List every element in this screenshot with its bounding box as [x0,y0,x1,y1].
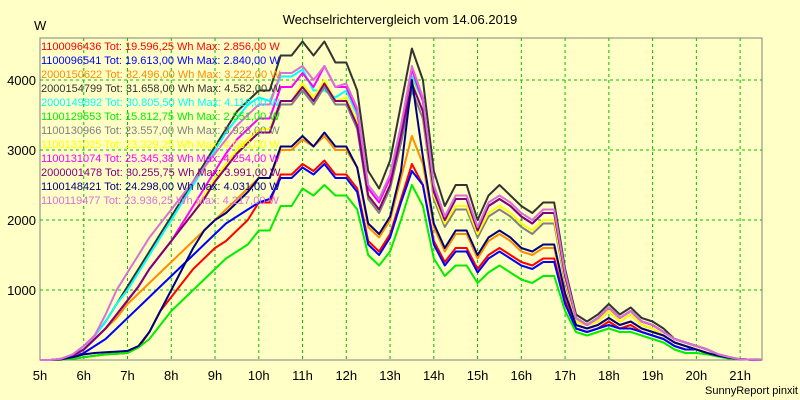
x-tick-label: 6h [77,368,91,383]
footer-credit: SunnyReport pinxit [705,385,798,397]
legend-entry-6: 1100129553 Tot: 15.812,75 Wh Max: 2.551,… [41,111,280,123]
y-tick-label: 2000 [7,213,36,228]
legend: 1100096436 Tot: 19.596,25 Wh Max: 2.856,… [41,41,281,207]
legend-entry-4: 2000154799 Tot: 31.658,00 Wh Max: 4.582,… [41,83,281,95]
series-line-6 [40,184,763,361]
x-tick-label: 21h [729,368,751,383]
series-line-2 [40,163,763,361]
legend-entry-2: 1100096541 Tot: 19.613,00 Wh Max: 2.840,… [41,55,280,67]
series-line-4 [40,40,763,361]
legend-entry-3: 2000150622 Tot: 32.496,00 Wh Max: 3.222,… [41,69,281,81]
chart-title: Wechselrichtervergleich vom 14.06.2019 [283,12,518,27]
legend-entry-8: 1100131025 Tot: 23.329,25 Wh Max: 4.083,… [41,139,280,151]
x-tick-label: 5h [33,368,47,383]
legend-entry-12: 1100119477 Tot: 23.936,25 Wh Max: 4.217,… [41,195,280,207]
x-tick-label: 15h [467,368,489,383]
x-tick-label: 9h [208,368,222,383]
x-tick-label: 11h [292,368,313,383]
y-tick-label: 1000 [7,283,36,298]
y-tick-label: 4000 [7,73,36,88]
x-axis-ticks: 5h 6h 7h 8h 9h 10h 11h 12h 13h 14h 15h 16h 17h 18h 19h… [33,368,751,383]
legend-entry-9: 1100131074 Tot: 25.345,38 Wh Max: 4.254,… [41,153,280,165]
x-tick-label: 10h [248,368,270,383]
x-tick-label: 13h [379,368,401,383]
x-tick-label: 7h [120,368,134,383]
y-tick-label: 3000 [7,143,36,158]
x-tick-label: 18h [598,368,620,383]
legend-entry-5: 2000149892 Tot: 30.805,50 Wh Max: 4.116,… [41,97,280,109]
legend-entry-10: 2000001478 Tot: 30.255,75 Wh Max: 3.991,… [41,167,281,179]
series-lines [40,40,763,361]
series-line-11 [40,79,763,361]
x-tick-label: 12h [335,368,357,383]
series-line-12 [40,65,763,361]
legend-entry-7: 1100130966 Tot: 23.557,00 Wh Max: 3.923,… [41,125,280,137]
x-tick-label: 16h [510,368,532,383]
x-tick-label: 14h [423,368,445,383]
x-tick-label: 20h [686,368,708,383]
legend-entry-1: 1100096436 Tot: 19.596,25 Wh Max: 2.856,… [41,41,280,53]
x-tick-label: 17h [554,368,576,383]
y-axis-ticks: 1000 2000 3000 4000 [7,73,36,298]
x-tick-label: 8h [164,368,178,383]
legend-entry-11: 1100148421 Tot: 24.298,00 Wh Max: 4.031,… [41,181,280,193]
x-tick-label: 19h [642,368,664,383]
y-axis-unit-label: W [34,18,47,33]
